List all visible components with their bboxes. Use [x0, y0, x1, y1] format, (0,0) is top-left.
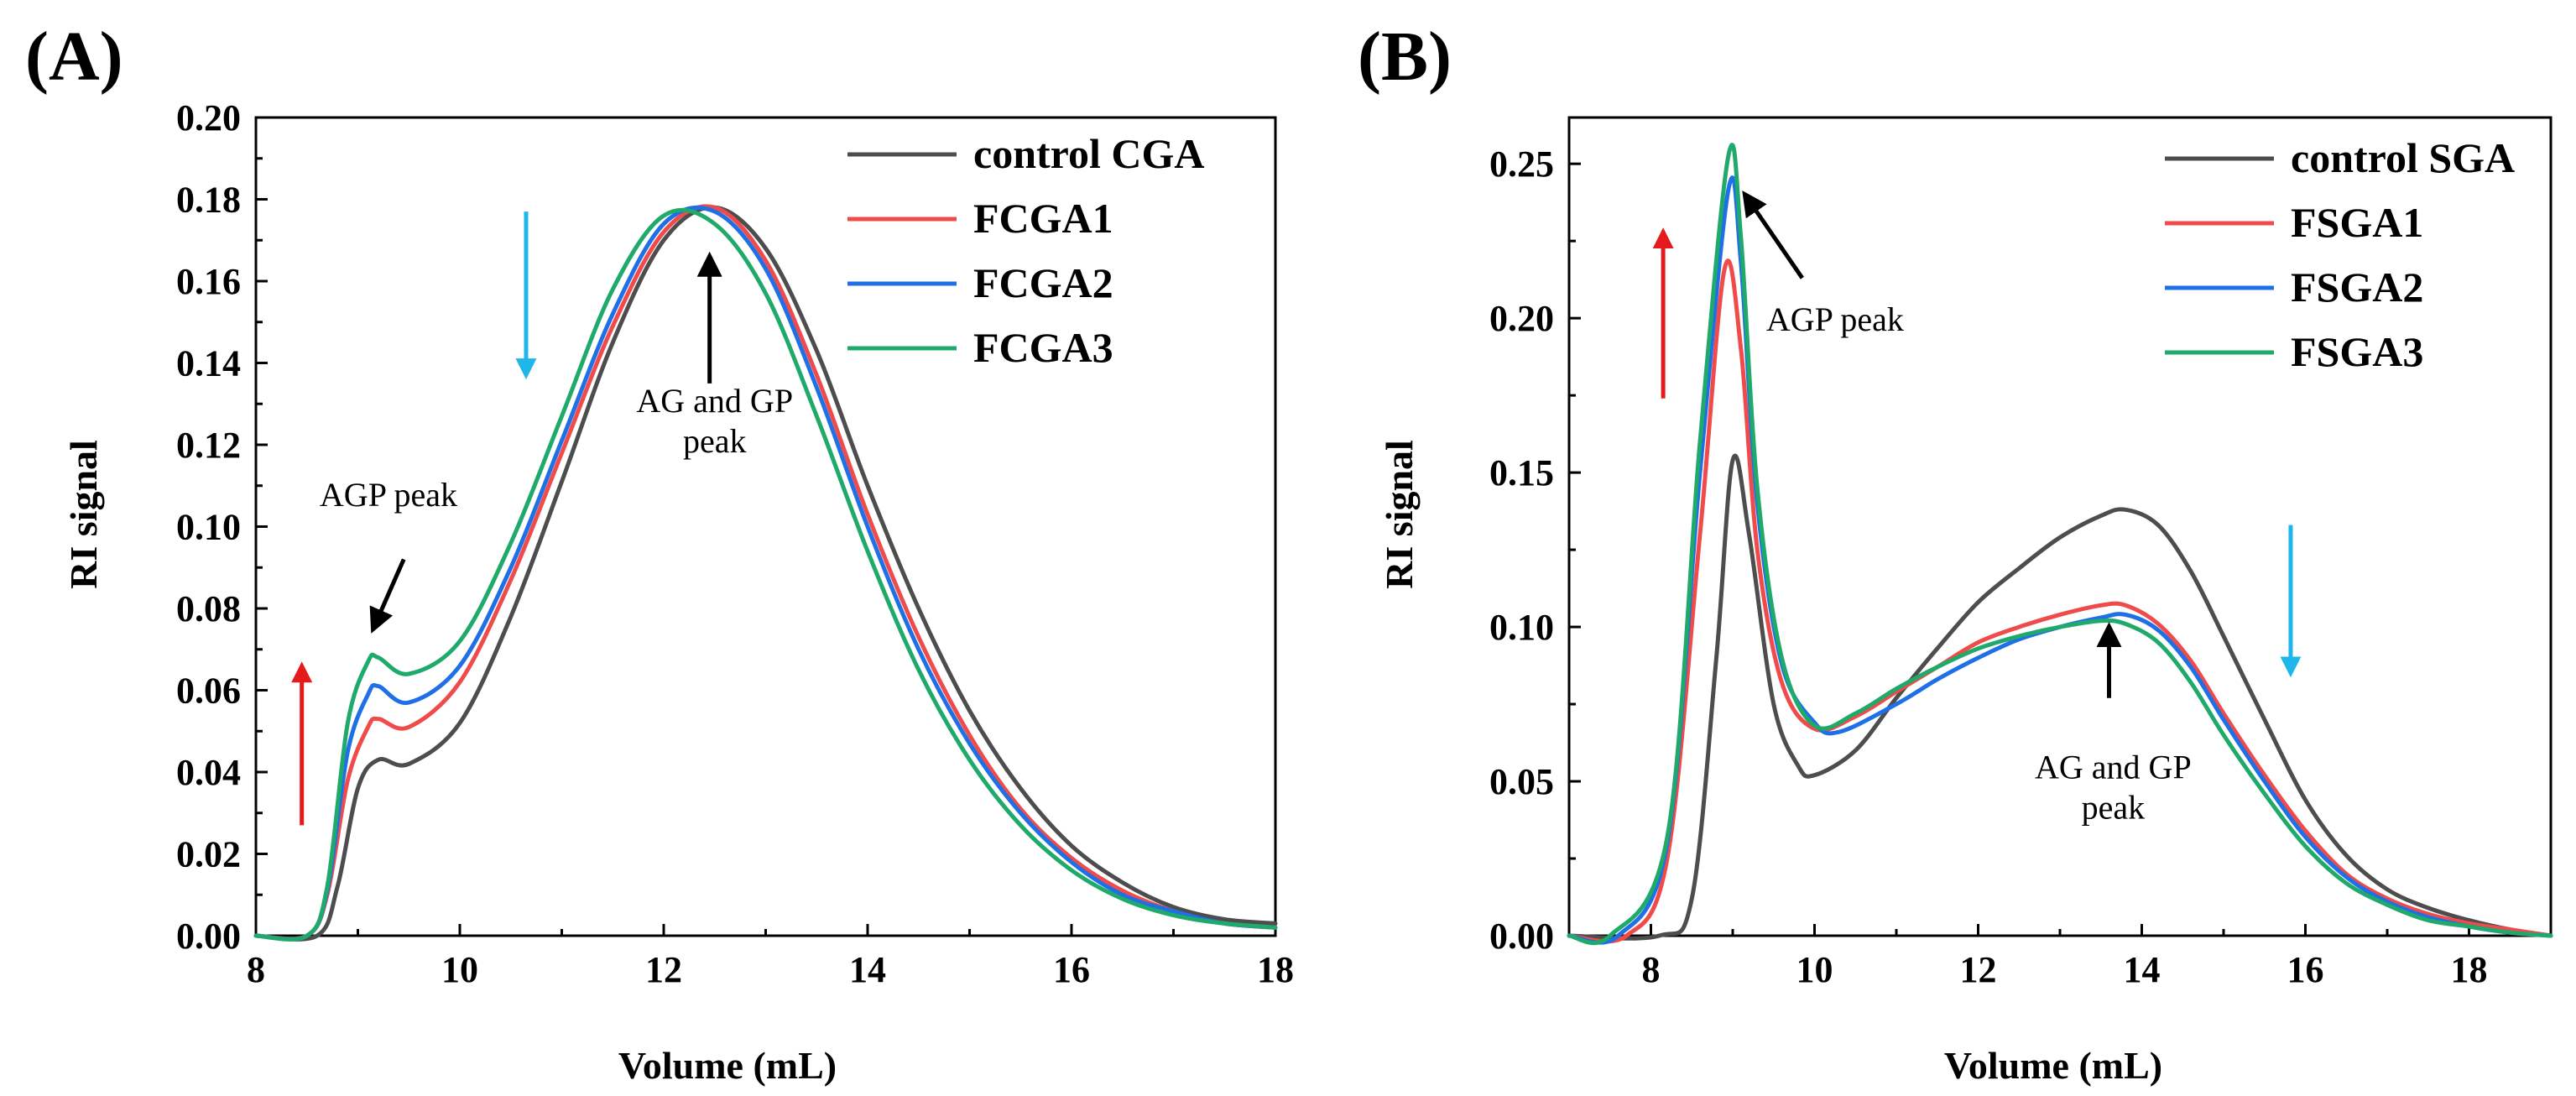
series-line-fsga2 [1567, 175, 2553, 945]
y-tick-label: 0.20 [1489, 298, 1554, 339]
panel-label-b: (B) [1358, 18, 1452, 96]
y-tick-label: 0.12 [176, 425, 241, 466]
x-tick-label: 12 [1960, 949, 1997, 990]
x-tick-label: 14 [849, 949, 886, 990]
panel-a-marks: 8 10 12 14 16 18 0.00 0.02 0.04 0.06 0.08 0.10 0.12 0… [176, 97, 1294, 990]
series-line-fcga1 [253, 204, 1278, 942]
legend-label: FCGA2 [973, 259, 1113, 306]
panel-label-a: (A) [25, 18, 123, 96]
panel-b-marks: 8 10 12 14 16 18 0.00 0.05 0.10 0.15 0.20 0.25 contr… [1489, 116, 2553, 990]
annotation-label: AGP peak [320, 476, 457, 514]
legend-label: FCGA1 [973, 195, 1113, 242]
y-tick-label: 0.16 [176, 261, 241, 302]
y-tick-label: 0.10 [1489, 607, 1554, 648]
x-tick-label: 16 [2287, 949, 2324, 990]
x-tick-label: 8 [247, 949, 265, 990]
plot-frame-a [254, 116, 1277, 937]
x-tick-label: 10 [1796, 949, 1833, 990]
legend-label: FSGA2 [2291, 264, 2423, 311]
x-tick-label: 10 [441, 949, 478, 990]
x-tick-label: 18 [2451, 949, 2488, 990]
y-tick-label: 0.20 [176, 97, 241, 138]
indicator-arrow [369, 558, 406, 634]
chart-panel-a: (A) 8 10 12 14 16 18 0.00 0.02 0.04 0.06 0.08 0.10 0… [25, 18, 1294, 1087]
annotation-label: AG and GP peak [2035, 748, 2192, 826]
y-axis-title-b: RI signal [1378, 440, 1421, 589]
y-tick-label: 0.00 [176, 916, 241, 957]
x-axis-title-a: Volume (mL) [618, 1044, 837, 1087]
series-line-fsga3 [1567, 143, 2553, 946]
x-tick-label: 12 [645, 949, 682, 990]
y-tick-label: 0.05 [1489, 761, 1554, 802]
y-tick-label: 0.06 [176, 671, 241, 712]
x-tick-label: 18 [1257, 949, 1294, 990]
y-tick-label: 0.14 [176, 343, 241, 384]
x-axis-title-b: Volume (mL) [1944, 1044, 2162, 1087]
series-line-fsga1 [1567, 258, 2553, 944]
x-tick-label: 14 [2124, 949, 2161, 990]
indicator-arrow [1742, 190, 1804, 279]
annotation-label: AG and GP peak [636, 382, 793, 460]
series-line-fcga2 [253, 205, 1278, 942]
legend-label: FSGA3 [2291, 328, 2423, 375]
y-tick-label: 0.10 [176, 507, 241, 548]
x-tick-label: 8 [1642, 949, 1661, 990]
series-line-control-cga [253, 205, 1278, 942]
series-line-fcga3 [253, 207, 1278, 942]
y-tick-label: 0.04 [176, 752, 241, 793]
legend-label: control SGA [2291, 134, 2515, 181]
legend-label: FCGA3 [973, 324, 1113, 371]
y-tick-label: 0.08 [176, 588, 241, 629]
series-line-control-sga [1567, 453, 2553, 941]
x-tick-label: 16 [1053, 949, 1090, 990]
y-tick-label: 0.15 [1489, 452, 1554, 493]
annotation-label: AGP peak [1766, 300, 1904, 338]
y-tick-label: 0.00 [1489, 916, 1554, 957]
legend-label: FSGA1 [2291, 199, 2423, 246]
y-axis-title-a: RI signal [62, 440, 105, 589]
chart-panel-b: (B) 8 10 12 14 16 18 0.00 0.05 0.10 0.15 0.20 0.25 c… [1358, 18, 2553, 1087]
y-tick-label: 0.25 [1489, 144, 1554, 185]
y-tick-label: 0.18 [176, 180, 241, 221]
y-tick-label: 0.02 [176, 834, 241, 875]
legend-label: control CGA [973, 130, 1204, 177]
